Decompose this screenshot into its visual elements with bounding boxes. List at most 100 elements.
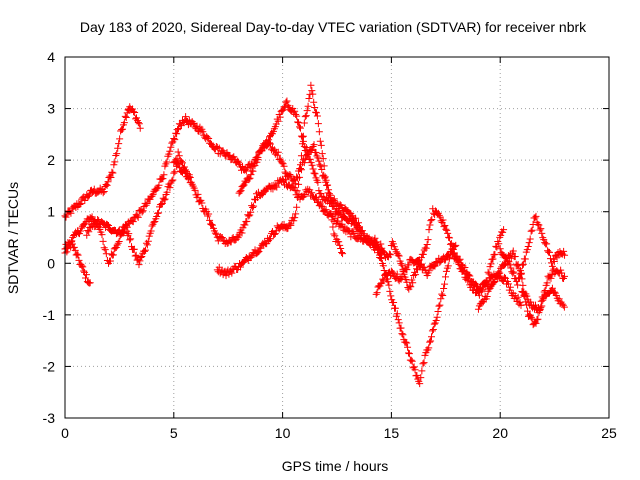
data-point bbox=[111, 158, 119, 166]
data-point bbox=[454, 257, 462, 265]
data-point bbox=[505, 258, 513, 266]
data-point bbox=[83, 231, 91, 239]
data-point bbox=[383, 275, 391, 283]
data-point bbox=[404, 343, 412, 351]
data-point bbox=[94, 188, 102, 196]
data-point bbox=[371, 234, 379, 242]
y-tick-label: 0 bbox=[47, 255, 55, 271]
data-point bbox=[286, 170, 294, 178]
data-point bbox=[266, 139, 274, 147]
data-point bbox=[296, 165, 304, 173]
data-point bbox=[550, 258, 558, 266]
data-point bbox=[122, 114, 130, 122]
data-point bbox=[130, 108, 138, 116]
data-point bbox=[317, 141, 325, 149]
data-point bbox=[415, 262, 423, 270]
data-point bbox=[123, 223, 131, 231]
data-point bbox=[254, 156, 262, 164]
data-point bbox=[397, 260, 405, 268]
data-point bbox=[517, 269, 525, 277]
data-point bbox=[76, 200, 84, 208]
data-point bbox=[378, 244, 386, 252]
data-point bbox=[295, 180, 303, 188]
data-point bbox=[427, 337, 435, 345]
data-point bbox=[393, 310, 401, 318]
data-point bbox=[304, 102, 312, 110]
data-point bbox=[174, 126, 182, 134]
series-sat-m bbox=[496, 212, 569, 289]
data-point bbox=[117, 127, 125, 135]
data-point bbox=[291, 214, 299, 222]
data-point bbox=[157, 200, 165, 208]
data-point bbox=[485, 270, 493, 278]
data-point bbox=[171, 136, 179, 144]
data-point bbox=[141, 247, 149, 255]
data-point bbox=[308, 161, 316, 169]
data-point bbox=[278, 107, 286, 115]
data-point bbox=[104, 221, 112, 229]
data-point bbox=[373, 289, 381, 297]
data-point bbox=[478, 286, 486, 294]
data-point bbox=[310, 141, 318, 149]
data-point bbox=[428, 215, 436, 223]
y-tick-label: -3 bbox=[43, 410, 56, 426]
data-point bbox=[521, 255, 529, 263]
series-sat-k bbox=[387, 205, 508, 299]
y-tick-label: 3 bbox=[47, 101, 55, 117]
data-point bbox=[296, 124, 304, 132]
data-point bbox=[298, 133, 306, 141]
data-point bbox=[537, 225, 545, 233]
data-point bbox=[330, 230, 338, 238]
data-point bbox=[67, 240, 75, 248]
data-point bbox=[143, 199, 151, 207]
data-point bbox=[296, 123, 304, 131]
data-point bbox=[435, 302, 443, 310]
data-point bbox=[314, 178, 322, 186]
data-point bbox=[523, 246, 531, 254]
data-point bbox=[511, 252, 519, 260]
data-point bbox=[464, 277, 472, 285]
data-point bbox=[174, 148, 182, 156]
data-point bbox=[147, 227, 155, 235]
data-point bbox=[113, 150, 121, 158]
data-point bbox=[434, 308, 442, 316]
data-point bbox=[519, 288, 527, 296]
data-point bbox=[321, 174, 329, 182]
data-point bbox=[103, 181, 111, 189]
data-point bbox=[238, 229, 246, 237]
data-point bbox=[326, 190, 334, 198]
data-point bbox=[377, 254, 385, 262]
data-point bbox=[206, 216, 214, 224]
data-point bbox=[561, 251, 569, 259]
data-point bbox=[286, 220, 294, 228]
data-point bbox=[560, 247, 568, 255]
data-point bbox=[222, 272, 230, 280]
data-point bbox=[270, 230, 278, 238]
data-point bbox=[510, 268, 518, 276]
data-point bbox=[98, 231, 106, 239]
data-point bbox=[416, 380, 424, 388]
data-point bbox=[326, 191, 334, 199]
data-point bbox=[312, 109, 320, 117]
data-point bbox=[314, 120, 322, 128]
data-point bbox=[292, 111, 300, 119]
data-point bbox=[257, 244, 265, 252]
data-point bbox=[441, 273, 449, 281]
data-point bbox=[438, 290, 446, 298]
data-point bbox=[442, 225, 450, 233]
data-point bbox=[559, 301, 567, 309]
data-point bbox=[281, 103, 289, 111]
data-point bbox=[460, 267, 468, 275]
data-point bbox=[355, 219, 363, 227]
data-point bbox=[281, 168, 289, 176]
x-tick-label: 10 bbox=[275, 425, 291, 441]
data-point bbox=[511, 292, 519, 300]
data-point bbox=[168, 177, 176, 185]
data-point bbox=[100, 187, 108, 195]
data-point bbox=[433, 313, 441, 321]
data-points bbox=[61, 81, 569, 388]
data-point bbox=[502, 253, 510, 261]
data-point bbox=[527, 227, 535, 235]
data-point bbox=[287, 172, 295, 180]
data-point bbox=[148, 222, 156, 230]
